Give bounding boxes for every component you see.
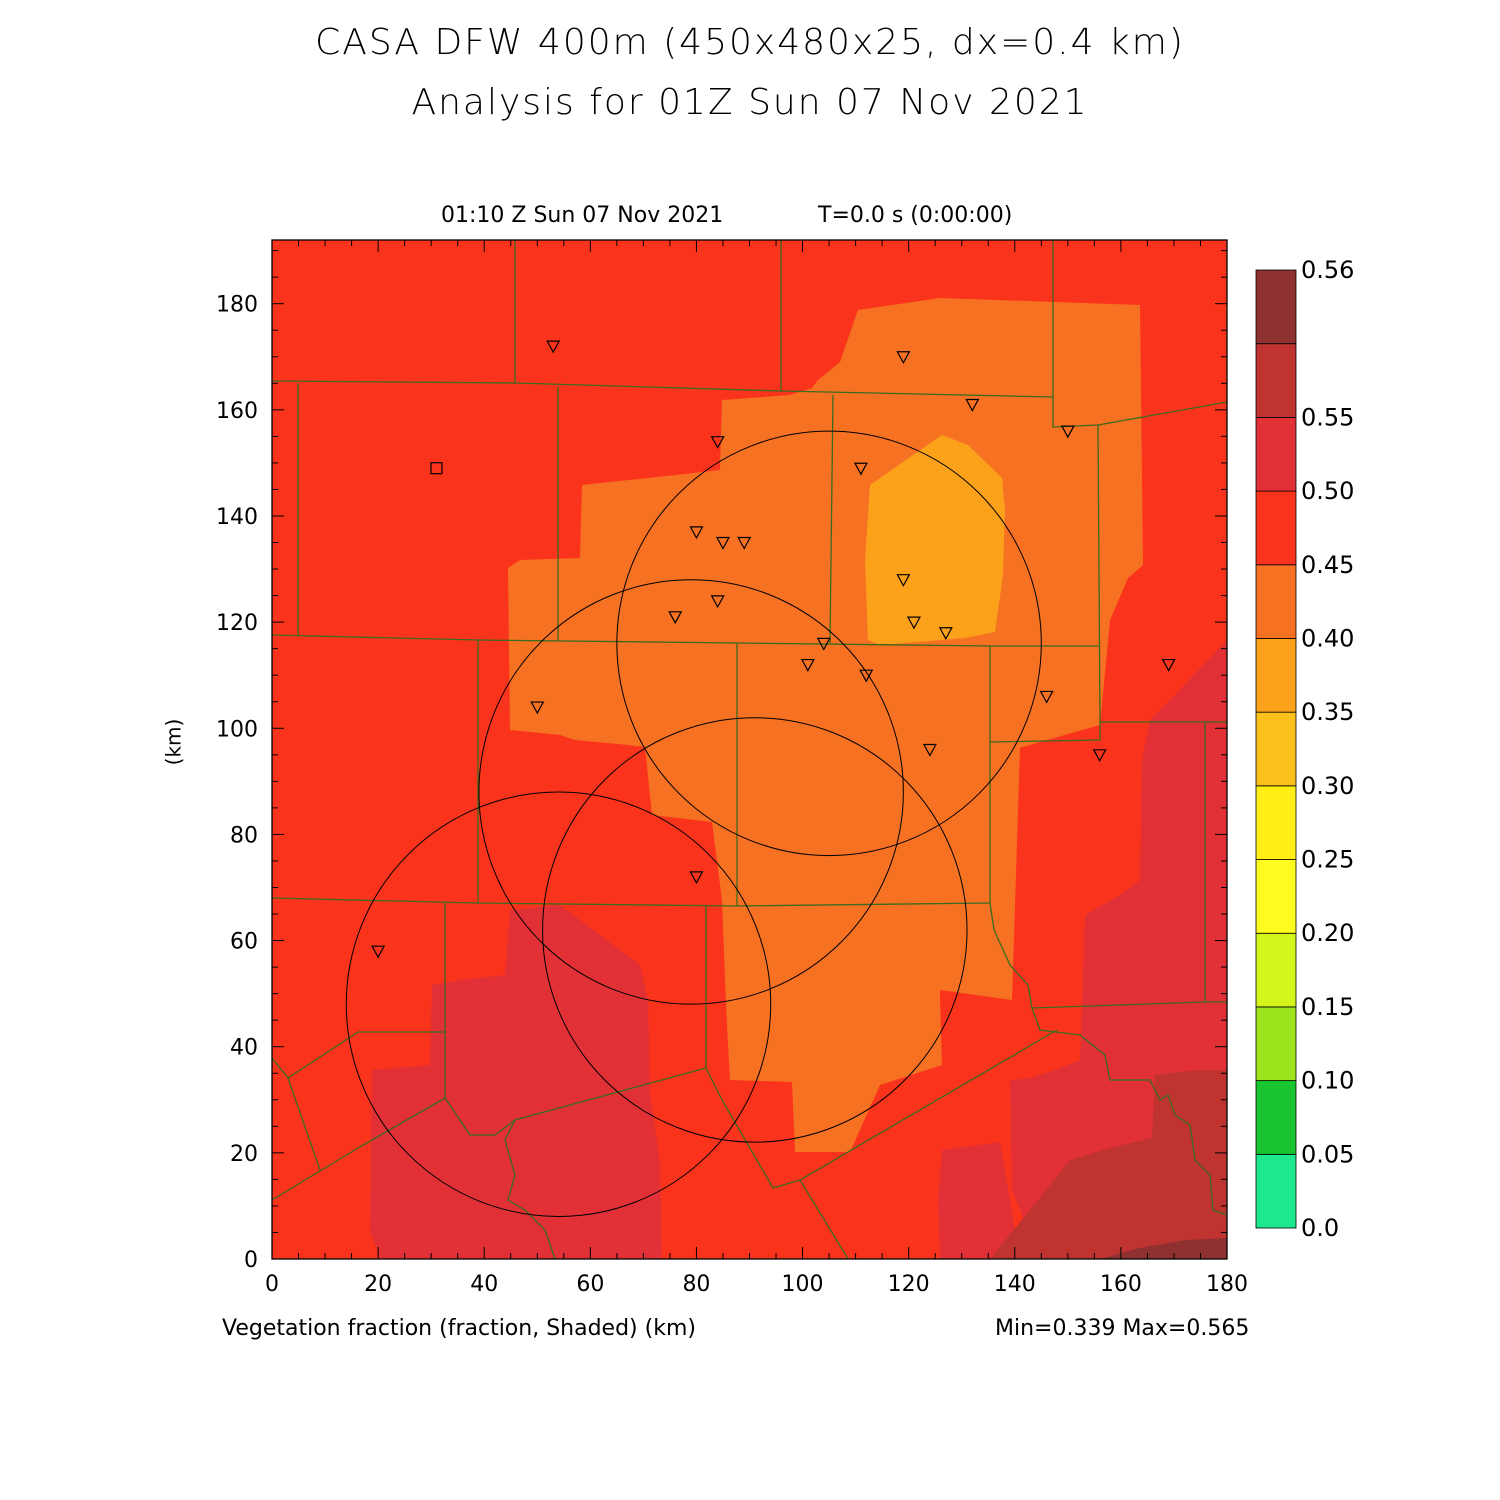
site-square-marker	[430, 462, 443, 475]
x-tick-label: 160	[1100, 1272, 1142, 1297]
x-tick-label: 120	[888, 1272, 930, 1297]
vegetation-field	[272, 240, 1227, 1259]
radar-range-circle-0	[616, 430, 1042, 857]
plot-title-line2: Analysis for 01Z Sun 07 Nov 2021	[411, 82, 1089, 123]
station-marker-5	[853, 462, 868, 476]
station-marker-10	[710, 595, 725, 609]
station-marker-17	[1161, 658, 1176, 672]
colorbar	[1255, 269, 1297, 1229]
x-tick-label: 40	[470, 1272, 498, 1297]
colorbar-label: 0.35	[1301, 698, 1354, 726]
county-boundaries	[272, 240, 1227, 1259]
colorbar-segment	[1255, 711, 1297, 787]
colorbar-labels: 0.0 0.05 0.10 0.15 0.20 0.25 0.30 0.35 0.40 0.45 0…	[1301, 256, 1354, 1242]
station-marker-2	[965, 398, 980, 412]
colorbar-segment	[1255, 932, 1297, 1008]
colorbar-label: 0.15	[1301, 993, 1354, 1021]
colorbar-segment	[1255, 1006, 1297, 1082]
colorbar-label: 0.45	[1301, 551, 1354, 579]
radar-range-circle-3	[345, 791, 772, 1217]
station-marker-8	[737, 536, 752, 550]
y-tick-label: 140	[216, 505, 258, 530]
plot-title-line1: CASA DFW 400m (450x480x25, dx=0.4 km)	[315, 22, 1185, 63]
field-045-region-south	[938, 1142, 1020, 1259]
colorbar-segment	[1255, 638, 1297, 713]
y-tick-label: 160	[216, 399, 258, 424]
x-tick-label: 60	[576, 1272, 604, 1297]
colorbar-label: 0.20	[1301, 919, 1354, 947]
field-030-region	[865, 435, 1005, 645]
radar-range-circles	[345, 430, 1042, 1217]
colorbar-label: 0.50	[1301, 477, 1354, 505]
field-050-region	[990, 1070, 1227, 1259]
station-marker-9	[896, 574, 911, 587]
station-marker-20	[922, 743, 937, 757]
x-tick-label: 20	[364, 1272, 392, 1297]
station-markers	[371, 340, 1176, 959]
colorbar-label: 0.30	[1301, 772, 1354, 800]
station-marker-19	[530, 701, 545, 715]
station-marker-22	[689, 871, 704, 885]
colorbar-segment	[1255, 564, 1297, 639]
station-marker-15	[800, 658, 815, 672]
radar-range-circle-1	[478, 579, 904, 1005]
min-max-stats: Min=0.339 Max=0.565	[995, 1316, 1250, 1341]
x-tick-labels: 0 20 40 60 80 100 120 140 160 180	[265, 1272, 1248, 1297]
station-marker-1	[896, 351, 911, 365]
y-tick-label: 0	[244, 1248, 258, 1273]
y-tick-label: 40	[230, 1036, 258, 1061]
y-tick-labels: 0 20 40 60 80 100 120 140 160 180	[216, 293, 258, 1273]
colorbar-segment	[1255, 269, 1297, 345]
station-marker-16	[859, 669, 874, 683]
station-marker-4	[710, 436, 725, 449]
colorbar-segment	[1255, 1080, 1297, 1155]
y-tick-label: 80	[230, 823, 258, 848]
y-tick-label: 120	[216, 611, 258, 636]
x-tick-label: 100	[782, 1272, 824, 1297]
axis-ticks	[271, 240, 1228, 1260]
radar-range-circle-2	[542, 717, 968, 1143]
colorbar-label: 0.55	[1301, 403, 1354, 431]
station-marker-18	[1039, 690, 1054, 704]
colorbar-segment	[1255, 490, 1297, 566]
y-tick-label: 180	[216, 293, 258, 318]
field-055-region	[1100, 1238, 1227, 1259]
elapsed-time: T=0.0 s (0:00:00)	[818, 203, 1013, 228]
station-marker-14	[816, 637, 831, 651]
colorbar-segment	[1255, 785, 1297, 860]
y-tick-label: 60	[230, 930, 258, 955]
colorbar-label: 0.10	[1301, 1067, 1354, 1095]
station-marker-12	[906, 616, 921, 630]
y-tick-label: 20	[230, 1142, 258, 1167]
field-045-region-west	[370, 905, 662, 1259]
station-marker-7	[715, 536, 730, 550]
x-tick-label: 80	[682, 1272, 710, 1297]
colorbar-segment	[1255, 343, 1297, 418]
y-tick-label: 100	[216, 717, 258, 742]
station-marker-23	[371, 945, 386, 959]
colorbar-label: 0.40	[1301, 624, 1354, 652]
colorbar-segment	[1255, 1153, 1297, 1229]
station-marker-6	[689, 526, 704, 540]
colorbar-segment	[1255, 859, 1297, 934]
colorbar-segment	[1255, 416, 1297, 492]
colorbar-label: 0.25	[1301, 846, 1354, 874]
station-marker-21	[1092, 749, 1107, 763]
colorbar-label: 0.05	[1301, 1140, 1354, 1168]
station-marker-11	[668, 611, 683, 625]
colorbar-label: 0.0	[1301, 1214, 1339, 1242]
station-marker-0	[546, 340, 561, 354]
x-tick-label: 180	[1206, 1272, 1248, 1297]
field-label: Vegetation fraction (fraction, Shaded) (…	[222, 1316, 696, 1341]
x-tick-label: 140	[994, 1272, 1036, 1297]
x-tick-label: 0	[265, 1272, 279, 1297]
valid-time: 01:10 Z Sun 07 Nov 2021	[441, 203, 724, 228]
colorbar-label: 0.56	[1301, 256, 1354, 284]
station-marker-13	[938, 627, 953, 640]
station-marker-3	[1060, 425, 1075, 439]
